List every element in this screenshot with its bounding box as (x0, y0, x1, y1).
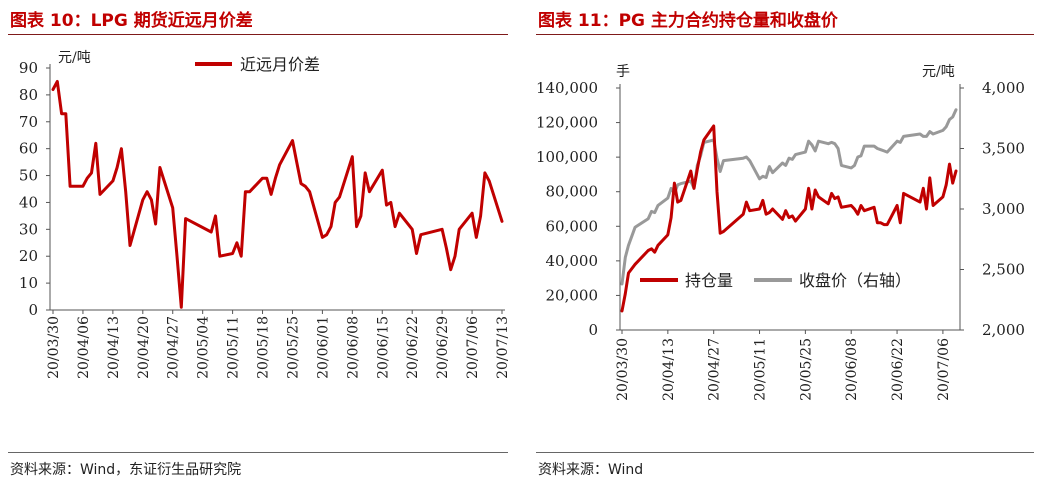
y-axis-title: 元/吨 (58, 50, 91, 66)
y-axis-title-left: 手 (616, 64, 630, 80)
series-line-close-price (620, 108, 958, 286)
x-tick-label: 20/04/27 (166, 316, 182, 379)
y-tick-label-right: 4,000 (982, 79, 1025, 97)
x-tick-label: 20/06/15 (375, 316, 391, 379)
y-tick-label: 40 (19, 193, 38, 211)
y-tick-label-left: 20,000 (546, 286, 599, 304)
x-tick-label: 20/03/30 (615, 338, 631, 401)
y-tick-label-left: 100,000 (536, 148, 598, 166)
x-tick-label: 20/04/13 (661, 338, 677, 401)
y-tick-label: 0 (28, 301, 38, 319)
y-tick-label: 50 (19, 167, 38, 185)
open-interest-chart: 0 20,000 40,000 60,000 80,000 100,000 120,000 1… (536, 64, 1025, 401)
chart-title: 图表 10：LPG 期货近远月价差 (10, 11, 253, 31)
footer-divider (536, 452, 1034, 453)
y-tick-label: 70 (19, 113, 38, 131)
y-tick-label-left: 140,000 (536, 79, 598, 97)
x-tick-label: 20/06/01 (315, 316, 331, 379)
legend-label-open-interest: 持仓量 (685, 271, 733, 290)
x-tick-label: 20/05/25 (798, 338, 814, 401)
x-tick-label: 20/06/22 (405, 316, 421, 379)
y-tick-label: 80 (19, 86, 38, 104)
source-note: 资料来源：Wind (538, 462, 644, 478)
y-tick-label-left: 60,000 (546, 217, 599, 235)
y-tick-label-left: 120,000 (536, 114, 598, 132)
y-tick-label-right: 2,500 (982, 261, 1025, 279)
x-tick-label: 20/05/11 (226, 316, 242, 379)
x-tick-label: 20/05/04 (196, 316, 212, 379)
title-divider (8, 34, 508, 35)
x-tick-label: 20/06/08 (844, 338, 860, 401)
y-tick-label-left: 0 (588, 321, 598, 339)
x-tick-label: 20/05/18 (256, 316, 272, 379)
legend-label: 近远月价差 (240, 55, 320, 74)
title-divider (536, 34, 1034, 35)
x-tick-label: 20/05/11 (753, 338, 769, 401)
y-tick-label: 20 (19, 247, 38, 265)
legend-label-close-price: 收盘价（右轴） (799, 271, 911, 290)
x-tick-label: 20/06/29 (435, 316, 451, 379)
x-tick-label: 20/07/06 (465, 316, 481, 379)
y-tick-label-right: 2,000 (982, 321, 1025, 339)
chart-panel-spread: 图表 10：LPG 期货近远月价差 0 10 20 30 40 50 60 70 80 90 元/吨… (0, 0, 512, 485)
y-tick-label-right: 3,000 (982, 200, 1025, 218)
x-tick-label: 20/07/13 (495, 316, 511, 379)
y-tick-label-right: 3,500 (982, 140, 1025, 158)
x-tick-label: 20/04/20 (136, 316, 152, 379)
y-tick-label-left: 80,000 (546, 183, 599, 201)
spread-chart: 0 10 20 30 40 50 60 70 80 90 元/吨 20/03/30 20/04/06 20… (19, 50, 511, 379)
y-axis-title-right: 元/吨 (922, 64, 955, 80)
x-tick-label: 20/04/06 (76, 316, 92, 379)
series-line-open-interest (620, 124, 958, 313)
x-tick-label: 20/04/27 (707, 338, 723, 401)
y-tick-label: 10 (19, 274, 38, 292)
y-tick-label-left: 40,000 (546, 252, 599, 270)
chart-panel-open-interest: 图表 11：PG 主力合约持仓量和收盘价 0 20,000 40,000 60,000… (528, 0, 1038, 485)
x-tick-label: 20/07/06 (936, 338, 952, 401)
x-tick-label: 20/03/30 (46, 316, 62, 379)
chart-title: 图表 11：PG 主力合约持仓量和收盘价 (538, 11, 838, 31)
footer-divider (8, 452, 508, 453)
y-tick-label: 90 (19, 59, 38, 77)
x-tick-label: 20/05/25 (285, 316, 301, 379)
x-tick-label: 20/06/08 (345, 316, 361, 379)
source-note: 资料来源：Wind，东证衍生品研究院 (10, 462, 242, 478)
y-tick-label: 30 (19, 220, 38, 238)
x-tick-label: 20/04/13 (106, 316, 122, 379)
y-tick-label: 60 (19, 140, 38, 158)
series-line-spread (51, 79, 504, 309)
x-tick-label: 20/06/22 (890, 338, 906, 401)
